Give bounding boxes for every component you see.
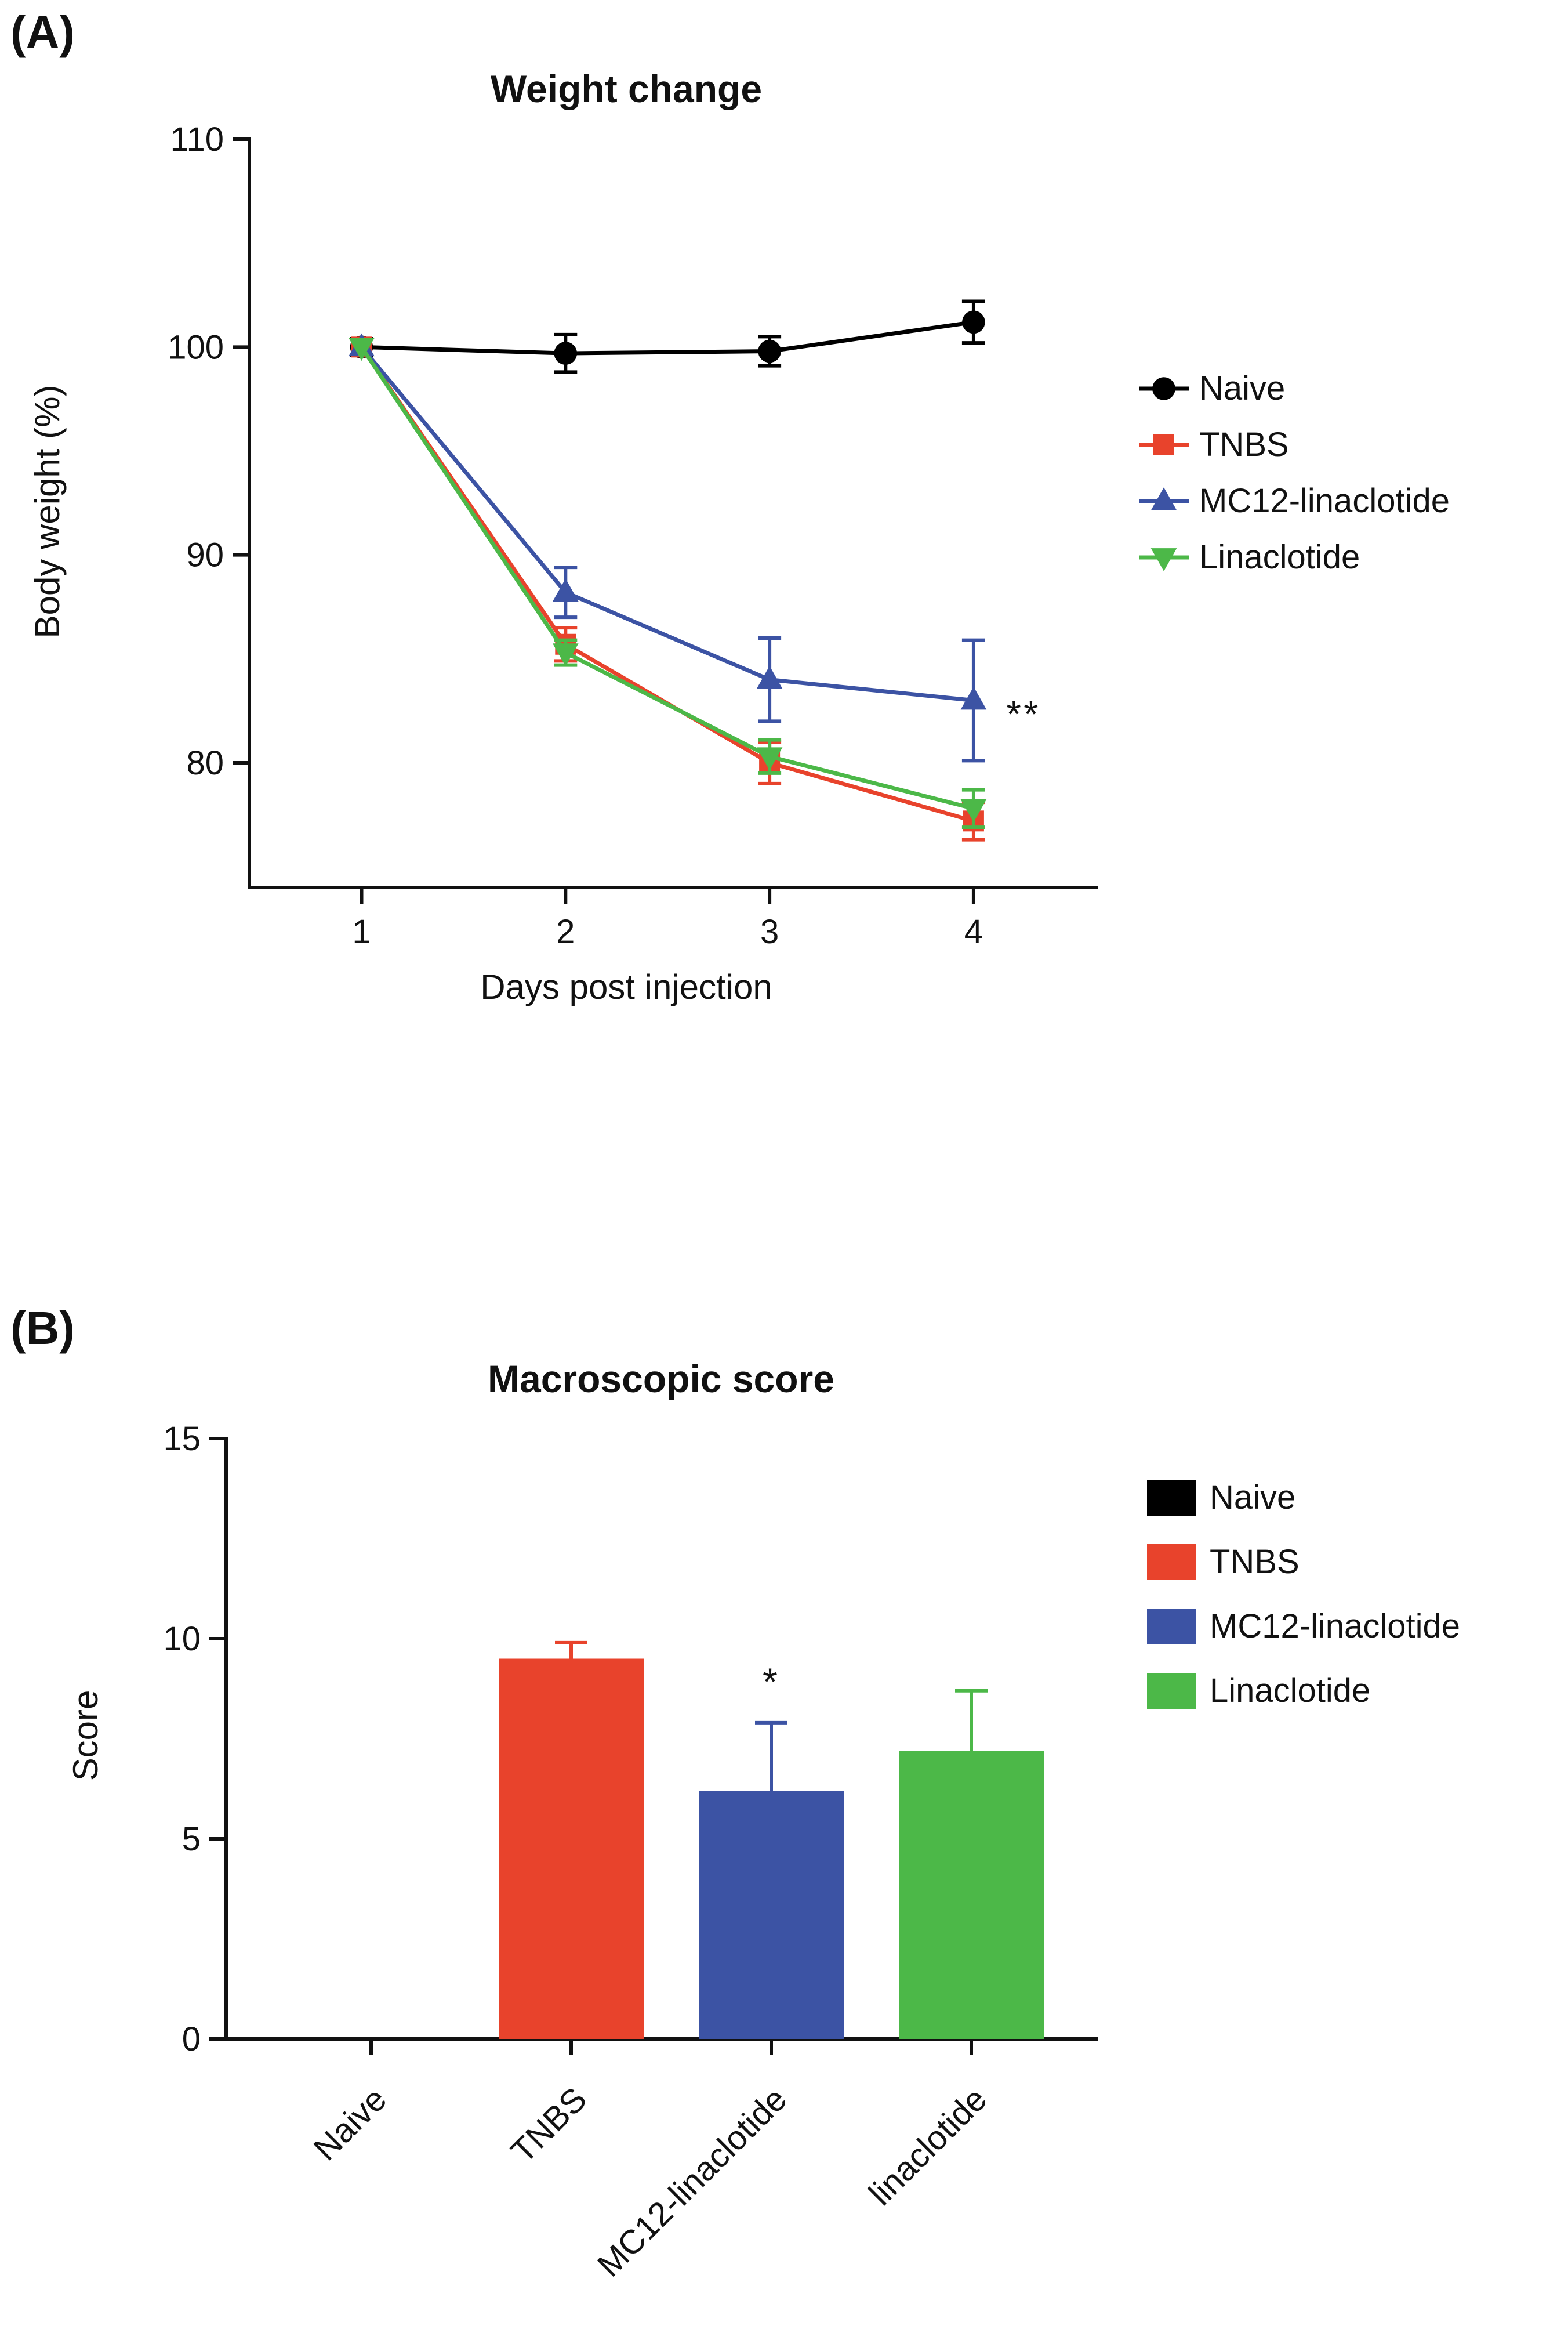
svg-text:100: 100	[168, 328, 224, 366]
tick-labels: 80 90 100 110 1 2 3 4	[168, 121, 983, 951]
color-swatch-icon	[1147, 1672, 1196, 1709]
svg-text:10: 10	[163, 1620, 201, 1658]
panel-b-title: Macroscopic score	[488, 1357, 834, 1400]
svg-text:0: 0	[182, 2020, 201, 2058]
legend-label: MC12-linaclotide	[1199, 482, 1450, 520]
bar-linaclotide	[899, 1689, 1044, 2039]
legend-label: Linaclotide	[1199, 538, 1360, 576]
bar-MC12-linaclotide	[699, 1720, 844, 2039]
panel-b-significance: *	[763, 1660, 780, 1703]
panel-a-label: (A)	[10, 6, 75, 58]
bar-TNBS	[499, 1640, 644, 2039]
legend-label: Naive	[1199, 369, 1286, 407]
color-swatch-icon	[1147, 1608, 1196, 1644]
legend-item-Linaclotide: Linaclotide	[1138, 538, 1450, 577]
triangle-down-marker-icon	[1139, 548, 1189, 571]
panel-b-legend: Naive TNBS MC12-linaclotide Linaclotide	[1147, 1478, 1460, 1710]
svg-text:90: 90	[186, 537, 224, 574]
legend-item-Naive: Naive	[1138, 369, 1450, 408]
legend-item-TNBS: TNBS	[1138, 425, 1450, 464]
svg-text:110: 110	[170, 121, 224, 158]
svg-text:linaclotide: linaclotide	[862, 2080, 994, 2212]
weight-change-chart: 80 90 100 110 1 2 3 4	[168, 121, 1098, 951]
svg-text:4: 4	[964, 913, 983, 951]
legend-item-MC12-linaclotide: MC12-linaclotide	[1138, 481, 1450, 520]
panel-b-label: (B)	[10, 1302, 75, 1354]
legend-label: TNBS	[1210, 1543, 1300, 1581]
svg-text:1: 1	[352, 913, 371, 951]
legend-label: Naive	[1210, 1479, 1296, 1516]
triangle-up-marker-icon	[1139, 487, 1189, 510]
color-swatch-icon	[1147, 1544, 1196, 1580]
series-Linaclotide	[349, 338, 987, 829]
svg-text:15: 15	[163, 1420, 201, 1458]
legend-item-TNBS: TNBS	[1147, 1542, 1460, 1581]
circle-marker-icon	[1139, 376, 1189, 400]
axes	[233, 137, 1098, 904]
legend-item-MC12-linaclotide: MC12-linaclotide	[1147, 1607, 1460, 1646]
svg-text:Naive: Naive	[306, 2080, 394, 2168]
legend-label: Linaclotide	[1210, 1672, 1371, 1709]
svg-text:3: 3	[760, 913, 779, 951]
svg-text:TNBS: TNBS	[504, 2080, 594, 2170]
panel-a-legend: Naive TNBS MC12-linaclotide Linaclotide	[1138, 369, 1450, 577]
panel-a-title: Weight change	[490, 67, 763, 110]
svg-text:5: 5	[182, 1820, 201, 1858]
legend-item-Linaclotide: Linaclotide	[1147, 1671, 1460, 1710]
svg-text:2: 2	[556, 913, 575, 951]
svg-text:MC12-linaclotide: MC12-linaclotide	[590, 2080, 794, 2284]
svg-text:80: 80	[186, 744, 224, 782]
legend-item-Naive: Naive	[1147, 1478, 1460, 1517]
legend-label: MC12-linaclotide	[1210, 1607, 1460, 1645]
color-swatch-icon	[1147, 1479, 1196, 1516]
square-marker-icon	[1139, 434, 1189, 455]
panel-a-significance: **	[1006, 693, 1041, 736]
legend-label: TNBS	[1199, 426, 1289, 463]
panel-a-xlabel: Days post injection	[480, 968, 772, 1006]
